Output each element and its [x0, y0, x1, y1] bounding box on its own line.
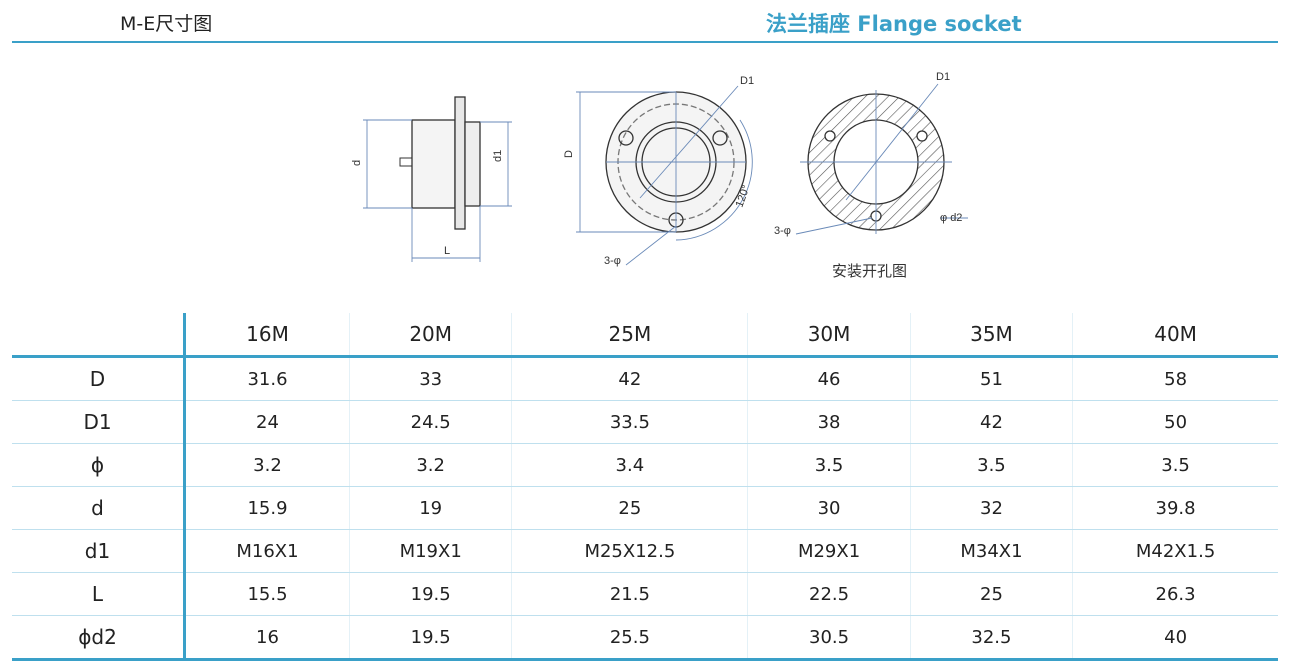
row-label: D1	[12, 400, 186, 444]
cell: 51	[909, 356, 1073, 401]
column-header: 20M	[348, 313, 512, 358]
column-header: 30M	[747, 313, 911, 358]
cell: 33	[348, 356, 512, 401]
dim-label: L	[444, 245, 450, 257]
table-row: d 15.9 19 25 30 32 39.8	[12, 486, 1278, 530]
cell: 19.5	[348, 572, 512, 616]
table-row: L 15.5 19.5 21.5 22.5 25 26.3	[12, 572, 1278, 616]
cell: 3.4	[511, 443, 748, 487]
corner-cell	[12, 313, 186, 358]
cell: 21.5	[511, 572, 748, 616]
column-header: 25M	[511, 313, 748, 358]
cell: 16	[184, 615, 350, 661]
row-label: ϕd2	[12, 615, 186, 661]
cell: 24.5	[348, 400, 512, 444]
table-row: ϕd2 16 19.5 25.5 30.5 32.5 40	[12, 615, 1278, 661]
column-header: 16M	[184, 313, 350, 358]
cell: 46	[747, 356, 911, 401]
side-view	[363, 96, 512, 262]
page-title: M-E尺寸图	[120, 13, 213, 35]
column-header: 40M	[1072, 313, 1278, 358]
dim-label: 3-φ	[604, 255, 621, 267]
cell: 31.6	[184, 356, 350, 401]
cell: 30	[747, 486, 911, 530]
cell: 3.2	[348, 443, 512, 487]
cell: M34X1	[909, 529, 1073, 573]
cell: 25.5	[511, 615, 748, 661]
header-row: 16M 20M 25M 30M 35M 40M	[12, 313, 1278, 358]
cell: 42	[511, 356, 748, 401]
cell: 3.5	[909, 443, 1073, 487]
cutout-view	[795, 83, 968, 235]
spec-table: 16M 20M 25M 30M 35M 40M D 31.6 33 42 46 51 58 D1 24 24.…	[12, 313, 1278, 661]
dim-label: d1	[492, 150, 504, 162]
row-label: d	[12, 486, 186, 530]
cell: M19X1	[348, 529, 512, 573]
cell: 25	[909, 572, 1073, 616]
divider	[12, 41, 1278, 43]
cell: 26.3	[1072, 572, 1278, 616]
cell: 19.5	[348, 615, 512, 661]
front-view	[576, 85, 753, 266]
cell: 3.5	[747, 443, 911, 487]
drawings: d d1 L D1 D 3-φ 120°	[351, 71, 968, 280]
cell: M29X1	[747, 529, 911, 573]
dim-label: φ d2	[940, 212, 962, 224]
table-row: ϕ 3.2 3.2 3.4 3.5 3.5 3.5	[12, 443, 1278, 487]
column-header: 35M	[909, 313, 1073, 358]
row-label: d1	[12, 529, 186, 573]
caption: 安装开孔图	[832, 262, 907, 280]
cell: 58	[1072, 356, 1278, 401]
cell: 40	[1072, 615, 1278, 661]
table-row: D 31.6 33 42 46 51 58	[12, 356, 1278, 401]
row-label: D	[12, 356, 186, 401]
cell: 15.5	[184, 572, 350, 616]
dim-label: D	[563, 150, 575, 158]
cell: 32	[909, 486, 1073, 530]
table-row: d1 M16X1 M19X1 M25X12.5 M29X1 M34X1 M42X1.5	[12, 529, 1278, 573]
cell: 24	[184, 400, 350, 444]
dim-label: 3-φ	[774, 225, 791, 237]
cell: 3.5	[1072, 443, 1278, 487]
cell: 33.5	[511, 400, 748, 444]
row-label: ϕ	[12, 443, 186, 487]
cell: 25	[511, 486, 748, 530]
cell: 15.9	[184, 486, 350, 530]
cell: 32.5	[909, 615, 1073, 661]
table-row: D1 24 24.5 33.5 38 42 50	[12, 400, 1278, 444]
page-subtitle: 法兰插座 Flange socket	[766, 12, 1022, 36]
cell: 19	[348, 486, 512, 530]
cell: 3.2	[184, 443, 350, 487]
cell: 22.5	[747, 572, 911, 616]
cell: 50	[1072, 400, 1278, 444]
cell: M42X1.5	[1072, 529, 1278, 573]
dim-label: d	[351, 160, 363, 166]
cell: 30.5	[747, 615, 911, 661]
dim-label: D1	[936, 71, 950, 83]
row-label: L	[12, 572, 186, 616]
cell: 38	[747, 400, 911, 444]
cell: 39.8	[1072, 486, 1278, 530]
cell: M25X12.5	[511, 529, 748, 573]
cell: M16X1	[184, 529, 350, 573]
cell: 42	[909, 400, 1073, 444]
dim-label: D1	[740, 75, 754, 87]
